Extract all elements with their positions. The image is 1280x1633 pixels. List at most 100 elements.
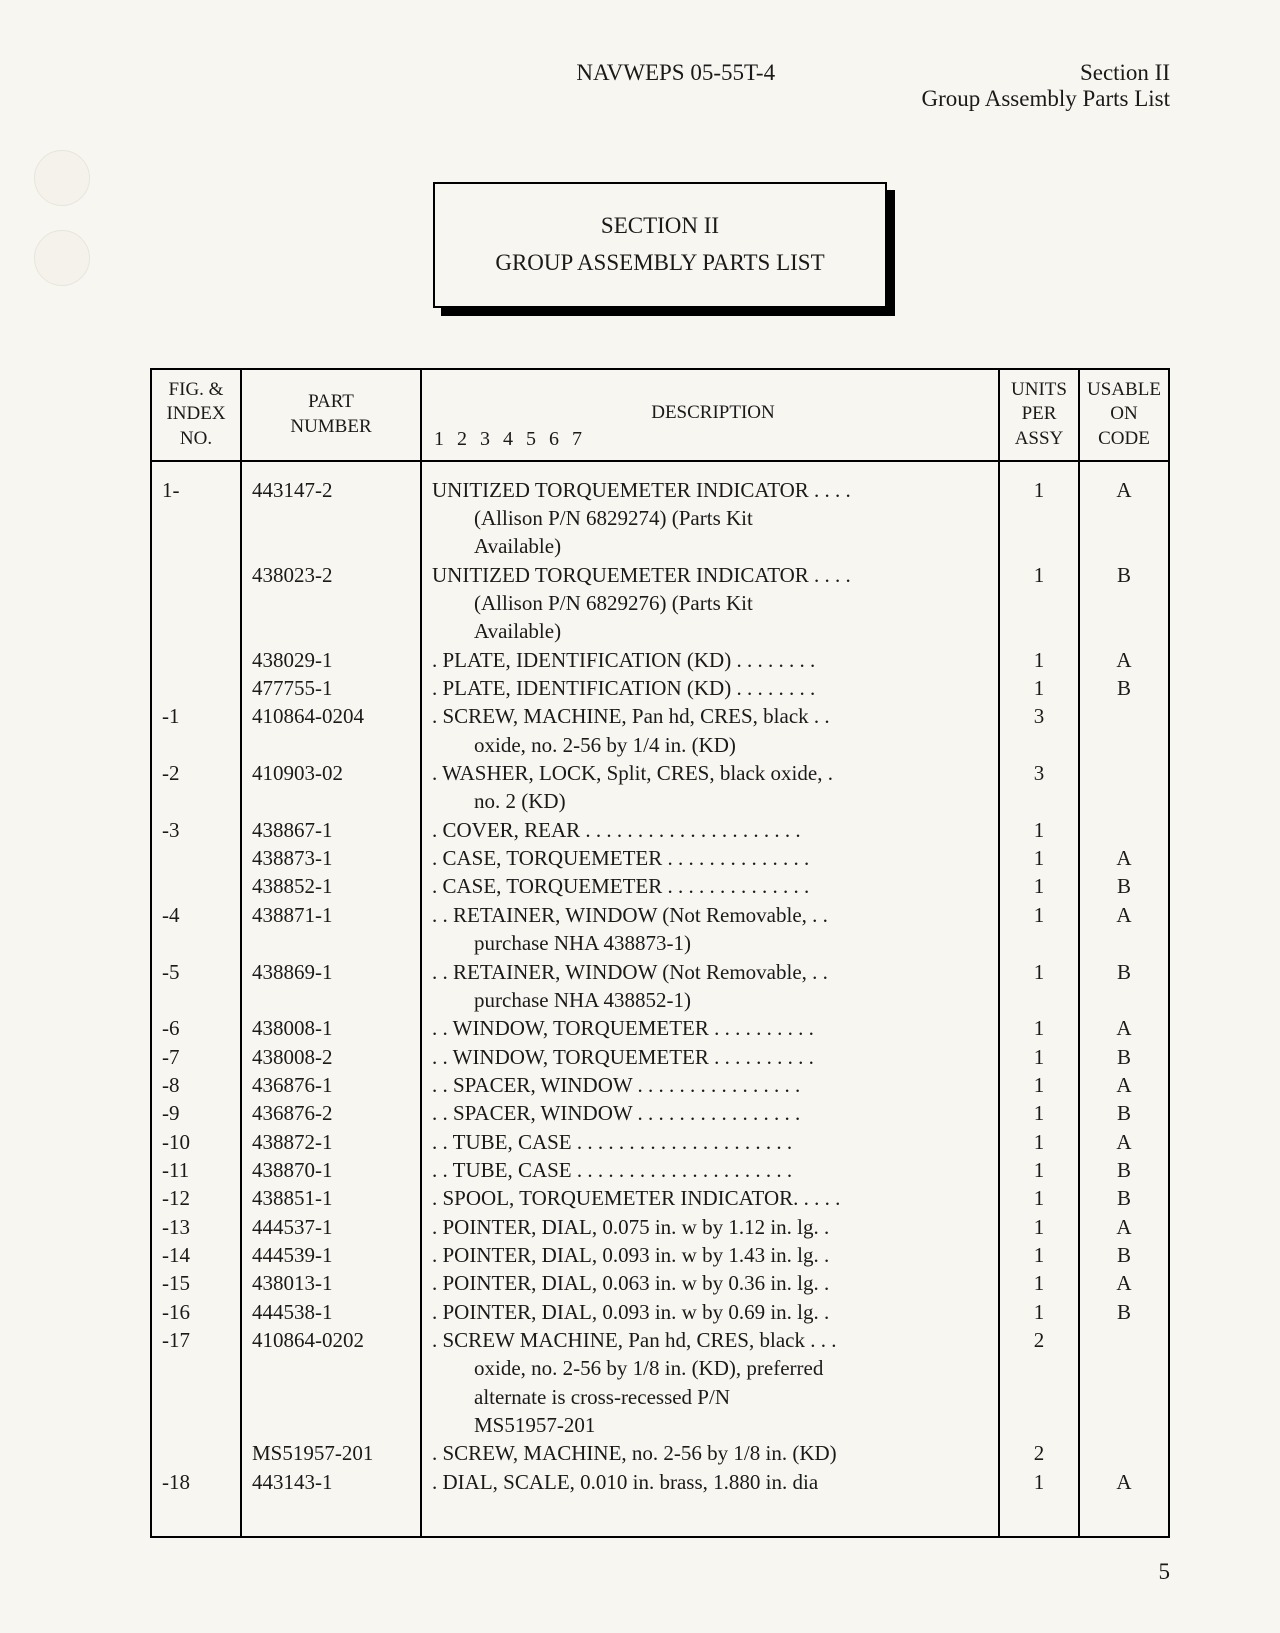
page-header: NAVWEPS 05-55T-4 Section II Group Assemb… (150, 60, 1170, 112)
table-row: 438023-2UNITIZED TORQUEMETER INDICATOR .… (151, 561, 1169, 646)
cell-part-number: 438869-1 (241, 958, 421, 1015)
cell-description: . . RETAINER, WINDOW (Not Removable, . .… (421, 958, 999, 1015)
cell-description: UNITIZED TORQUEMETER INDICATOR . . . .(A… (421, 561, 999, 646)
cell-description: . PLATE, IDENTIFICATION (KD) . . . . . .… (421, 674, 999, 702)
cell-index (151, 1439, 241, 1467)
table-row: -12438851-1. SPOOL, TORQUEMETER INDICATO… (151, 1184, 1169, 1212)
table-row: -2410903-02. WASHER, LOCK, Split, CRES, … (151, 759, 1169, 816)
cell-units: 1 (999, 461, 1079, 561)
cell-units: 1 (999, 1156, 1079, 1184)
cell-code: B (1079, 1156, 1169, 1184)
cell-description: . DIAL, SCALE, 0.010 in. brass, 1.880 in… (421, 1468, 999, 1537)
cell-code: A (1079, 1071, 1169, 1099)
table-row: -18443143-1. DIAL, SCALE, 0.010 in. bras… (151, 1468, 1169, 1537)
cell-part-number: 438023-2 (241, 561, 421, 646)
cell-units: 1 (999, 872, 1079, 900)
cell-description: . POINTER, DIAL, 0.063 in. w by 0.36 in.… (421, 1269, 999, 1297)
cell-code: B (1079, 1099, 1169, 1127)
cell-units: 1 (999, 674, 1079, 702)
cell-code: B (1079, 561, 1169, 646)
cell-index (151, 561, 241, 646)
cell-units: 1 (999, 1014, 1079, 1042)
title-line-1: SECTION II (495, 208, 824, 245)
cell-units: 1 (999, 1043, 1079, 1071)
cell-units: 1 (999, 1071, 1079, 1099)
cell-code: A (1079, 1468, 1169, 1537)
cell-units: 1 (999, 1184, 1079, 1212)
cell-description: . . WINDOW, TORQUEMETER . . . . . . . . … (421, 1014, 999, 1042)
cell-code: B (1079, 872, 1169, 900)
cell-index (151, 646, 241, 674)
cell-index (151, 844, 241, 872)
cell-units: 1 (999, 844, 1079, 872)
parts-table: FIG. & INDEX NO. PART NUMBER DESCRIPTION… (150, 368, 1170, 1538)
cell-index: -17 (151, 1326, 241, 1439)
cell-units: 1 (999, 1298, 1079, 1326)
page-number: 5 (1159, 1559, 1171, 1585)
cell-description: . CASE, TORQUEMETER . . . . . . . . . . … (421, 844, 999, 872)
cell-units: 3 (999, 759, 1079, 816)
cell-part-number: 436876-2 (241, 1099, 421, 1127)
cell-description: . . TUBE, CASE . . . . . . . . . . . . .… (421, 1156, 999, 1184)
cell-code (1079, 702, 1169, 759)
title-line-2: GROUP ASSEMBLY PARTS LIST (495, 245, 824, 282)
cell-description: . . WINDOW, TORQUEMETER . . . . . . . . … (421, 1043, 999, 1071)
cell-part-number: 438008-1 (241, 1014, 421, 1042)
cell-index: 1- (151, 461, 241, 561)
table-row: -4438871-1. . RETAINER, WINDOW (Not Remo… (151, 901, 1169, 958)
page: NAVWEPS 05-55T-4 Section II Group Assemb… (0, 0, 1280, 1633)
cell-part-number: 444538-1 (241, 1298, 421, 1326)
cell-code: A (1079, 1128, 1169, 1156)
cell-part-number: 438852-1 (241, 872, 421, 900)
th-units: UNITS PER ASSY (999, 369, 1079, 461)
cell-part-number: 477755-1 (241, 674, 421, 702)
table-row: 1-443147-2UNITIZED TORQUEMETER INDICATOR… (151, 461, 1169, 561)
cell-units: 2 (999, 1439, 1079, 1467)
cell-code: B (1079, 674, 1169, 702)
cell-units: 1 (999, 1128, 1079, 1156)
cell-units: 3 (999, 702, 1079, 759)
doc-id: NAVWEPS 05-55T-4 (150, 60, 921, 112)
cell-index: -10 (151, 1128, 241, 1156)
table-row: -11438870-1. . TUBE, CASE . . . . . . . … (151, 1156, 1169, 1184)
cell-code (1079, 1326, 1169, 1439)
table-row: -7438008-2. . WINDOW, TORQUEMETER . . . … (151, 1043, 1169, 1071)
cell-description: . SPOOL, TORQUEMETER INDICATOR. . . . . (421, 1184, 999, 1212)
cell-description: . POINTER, DIAL, 0.093 in. w by 1.43 in.… (421, 1241, 999, 1269)
cell-code (1079, 759, 1169, 816)
cell-part-number: 438873-1 (241, 844, 421, 872)
cell-description: . WASHER, LOCK, Split, CRES, black oxide… (421, 759, 999, 816)
table-head: FIG. & INDEX NO. PART NUMBER DESCRIPTION… (151, 369, 1169, 461)
cell-part-number: 438029-1 (241, 646, 421, 674)
cell-index: -15 (151, 1269, 241, 1297)
cell-description: . SCREW MACHINE, Pan hd, CRES, black . .… (421, 1326, 999, 1439)
table-row: MS51957-201. SCREW, MACHINE, no. 2-56 by… (151, 1439, 1169, 1467)
cell-code: A (1079, 1014, 1169, 1042)
cell-code: B (1079, 1184, 1169, 1212)
cell-index: -11 (151, 1156, 241, 1184)
table-row: 438852-1. CASE, TORQUEMETER . . . . . . … (151, 872, 1169, 900)
cell-units: 1 (999, 816, 1079, 844)
cell-units: 1 (999, 1213, 1079, 1241)
cell-description: . POINTER, DIAL, 0.075 in. w by 1.12 in.… (421, 1213, 999, 1241)
cell-part-number: 443147-2 (241, 461, 421, 561)
cell-description: . . TUBE, CASE . . . . . . . . . . . . .… (421, 1128, 999, 1156)
cell-part-number: 438871-1 (241, 901, 421, 958)
cell-part-number: MS51957-201 (241, 1439, 421, 1467)
table-row: -3438867-1. COVER, REAR . . . . . . . . … (151, 816, 1169, 844)
cell-code: A (1079, 461, 1169, 561)
table-row: -1410864-0204. SCREW, MACHINE, Pan hd, C… (151, 702, 1169, 759)
cell-index (151, 674, 241, 702)
cell-index: -9 (151, 1099, 241, 1127)
table-row: -8436876-1. . SPACER, WINDOW . . . . . .… (151, 1071, 1169, 1099)
title-box-inner: SECTION II GROUP ASSEMBLY PARTS LIST (433, 182, 886, 308)
table-row: -15438013-1. POINTER, DIAL, 0.063 in. w … (151, 1269, 1169, 1297)
cell-index (151, 872, 241, 900)
cell-code: A (1079, 646, 1169, 674)
cell-units: 1 (999, 561, 1079, 646)
cell-index: -7 (151, 1043, 241, 1071)
header-right: Section II Group Assembly Parts List (921, 60, 1170, 112)
punch-hole (34, 230, 90, 286)
cell-index: -14 (151, 1241, 241, 1269)
cell-index: -18 (151, 1468, 241, 1537)
